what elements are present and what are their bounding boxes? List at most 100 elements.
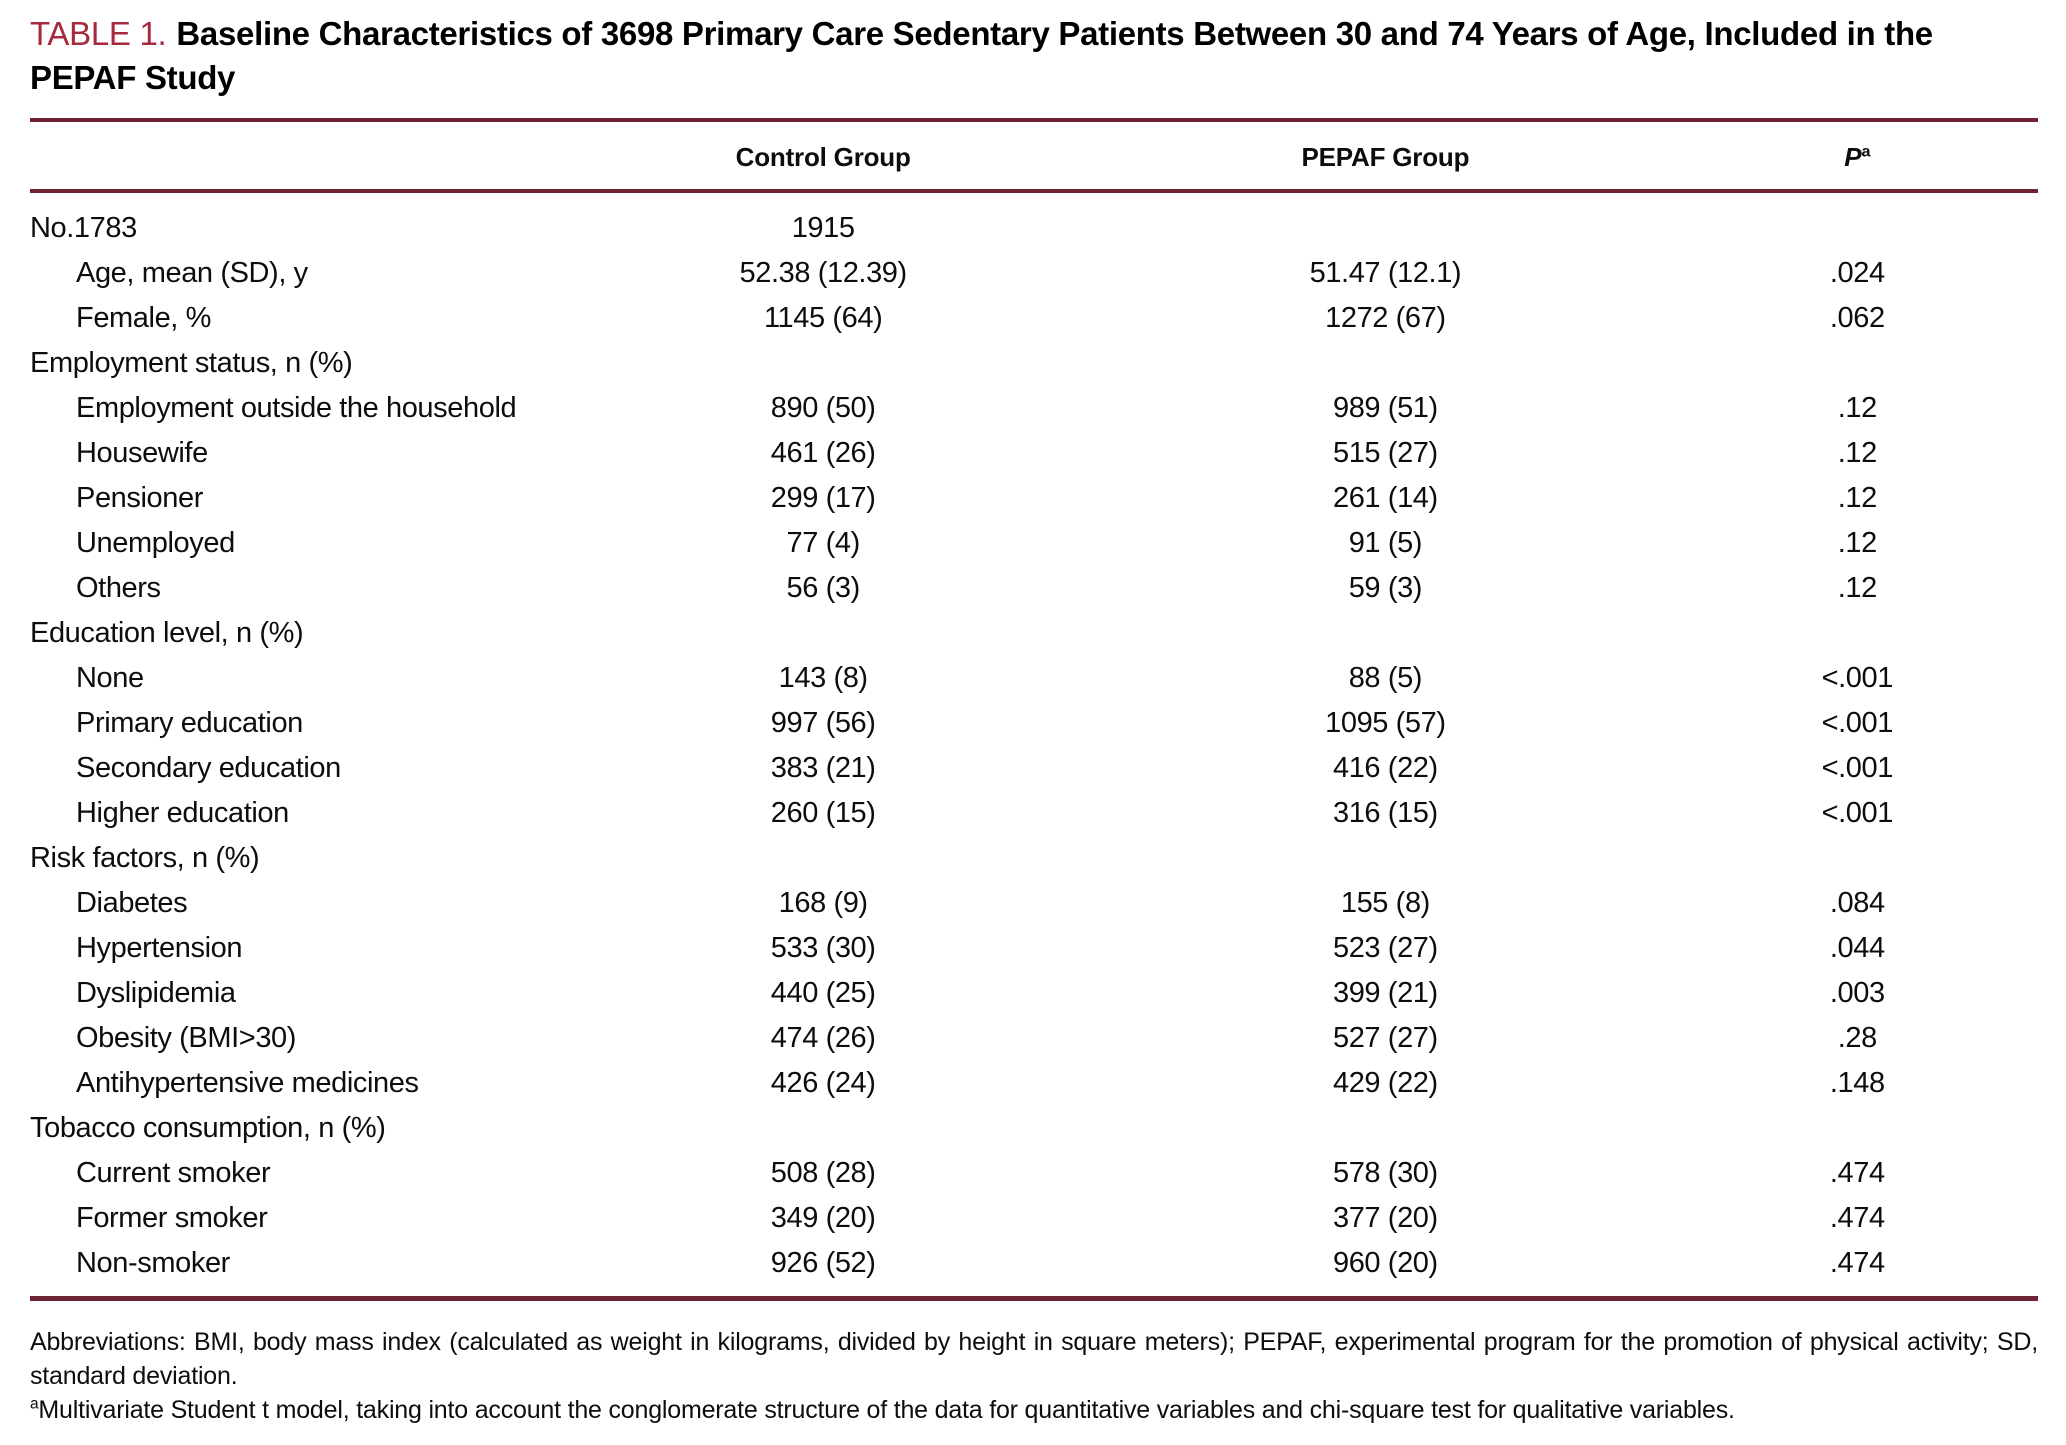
row-label: Higher education	[76, 797, 289, 829]
table-row: Hypertension 533 (30) 523 (27) .044	[30, 926, 2038, 971]
table-row: Primary education 997 (56) 1095 (57) <.0…	[30, 701, 2038, 746]
row-label: Employment outside the household	[76, 392, 517, 424]
row-control-value: 997 (56)	[770, 707, 876, 739]
footnotes: Abbreviations: BMI, body mass index (cal…	[30, 1325, 2038, 1427]
row-label: Former smoker	[76, 1202, 268, 1234]
row-label: Current smoker	[76, 1157, 271, 1189]
row-p-value	[1677, 611, 2038, 656]
row-control-value: 77 (4)	[786, 527, 860, 559]
footnote-a-marker: a	[30, 1395, 39, 1413]
row-p-value	[1677, 1106, 2038, 1151]
row-control-value: 349 (20)	[770, 1202, 876, 1234]
row-label: Antihypertensive medicines	[76, 1067, 419, 1099]
row-pepaf-value	[1094, 611, 1676, 656]
table-row: Obesity (BMI>30) 474 (26) 527 (27) .28	[30, 1016, 2038, 1061]
table-title: TABLE 1. Baseline Characteristics of 3698…	[30, 12, 2025, 100]
p-symbol: P	[1844, 142, 1862, 172]
row-p-value: .003	[1829, 977, 1885, 1009]
col-header-pepaf-group: PEPAF Group	[1301, 142, 1470, 172]
table-row: Current smoker 508 (28) 578 (30) .474	[30, 1151, 2038, 1196]
row-control-value: 168 (9)	[778, 887, 868, 919]
row-control-value: 508 (28)	[770, 1157, 876, 1189]
bottom-rule	[30, 1296, 2038, 1301]
row-pepaf-value: 1095 (57)	[1325, 707, 1446, 739]
row-label: Education level, n (%)	[30, 617, 304, 649]
table-row: None 143 (8) 88 (5) <.001	[30, 656, 2038, 701]
row-control-value: 1145 (64)	[763, 302, 883, 334]
row-pepaf-value: 399 (21)	[1332, 977, 1438, 1009]
footnote-a: aMultivariate Student t model, taking in…	[30, 1393, 2038, 1427]
table-row: Diabetes 168 (9) 155 (8) .084	[30, 881, 2038, 926]
row-pepaf-value	[1094, 836, 1676, 881]
table-row: Non-smoker 926 (52) 960 (20) .474	[30, 1241, 2038, 1286]
row-label: Risk factors, n (%)	[30, 842, 260, 874]
row-pepaf-value: 377 (20)	[1332, 1202, 1438, 1234]
row-p-value: .28	[1837, 1022, 1878, 1054]
row-p-value: .024	[1829, 257, 1885, 289]
row-control-value	[552, 341, 1094, 386]
row-label: Hypertension	[76, 932, 243, 964]
row-label: Non-smoker	[76, 1247, 230, 1279]
row-label: Pensioner	[76, 482, 203, 514]
row-control-value: 299 (17)	[770, 482, 876, 514]
row-p-value: .044	[1829, 932, 1885, 964]
footnote-a-text: Multivariate Student t model, taking int…	[38, 1396, 1735, 1424]
row-label: Unemployed	[76, 527, 235, 559]
p-superscript-a: a	[1861, 142, 1871, 161]
row-p-value	[1677, 836, 2038, 881]
row-label: Tobacco consumption, n (%)	[30, 1112, 386, 1144]
row-pepaf-value: 989 (51)	[1332, 392, 1438, 424]
table-row: Pensioner 299 (17) 261 (14) .12	[30, 476, 2038, 521]
row-label: Others	[76, 572, 161, 604]
row-label: Obesity (BMI>30)	[76, 1022, 297, 1054]
row-pepaf-value: 527 (27)	[1332, 1022, 1438, 1054]
table-row: Employment outside the household 890 (50…	[30, 386, 2038, 431]
header-rule	[30, 189, 2038, 193]
row-p-value: <.001	[1821, 662, 1894, 694]
row-p-value: .148	[1829, 1067, 1885, 1099]
table-row: Employment status, n (%)	[30, 341, 2038, 386]
row-p-value: .084	[1829, 887, 1885, 919]
table-row: Antihypertensive medicines 426 (24) 429 …	[30, 1061, 2038, 1106]
row-control-value: 56 (3)	[786, 572, 860, 604]
row-p-value: <.001	[1821, 797, 1894, 829]
row-p-value: .12	[1837, 572, 1878, 604]
row-p-value: .12	[1837, 392, 1878, 424]
row-label: Employment status, n (%)	[30, 347, 353, 379]
row-pepaf-value: 155 (8)	[1340, 887, 1430, 919]
row-pepaf-value: 515 (27)	[1332, 437, 1438, 469]
row-control-value: 461 (26)	[770, 437, 876, 469]
row-control-value: 890 (50)	[770, 392, 876, 424]
table-header-row: Control Group PEPAF Group Pa	[30, 122, 2038, 189]
table-number-label: TABLE 1.	[30, 15, 167, 52]
col-header-p-value: Pa	[1677, 122, 2038, 189]
row-control-value: 426 (24)	[770, 1067, 876, 1099]
row-pepaf-value	[1094, 341, 1676, 386]
table-row: Female, % 1145 (64) 1272 (67) .062	[30, 296, 2038, 341]
row-pepaf-value: 416 (22)	[1332, 752, 1438, 784]
row-p-value: .12	[1837, 482, 1878, 514]
row-pepaf-value: 523 (27)	[1332, 932, 1438, 964]
row-label: Diabetes	[76, 887, 188, 919]
col-header-stub	[30, 122, 552, 189]
top-rule	[30, 118, 2038, 122]
row-pepaf-value: 59 (3)	[1348, 572, 1423, 604]
table-row: Dyslipidemia 440 (25) 399 (21) .003	[30, 971, 2038, 1016]
row-control-value: 440 (25)	[770, 977, 876, 1009]
row-p-value: .474	[1829, 1247, 1885, 1279]
row-label: Housewife	[76, 437, 208, 469]
row-pepaf-value: 51.47 (12.1)	[1309, 257, 1462, 289]
row-pepaf-value: 1272 (67)	[1325, 302, 1446, 334]
row-pepaf-value: 578 (30)	[1332, 1157, 1438, 1189]
row-p-value	[1677, 206, 2038, 251]
row-pepaf-value: 316 (15)	[1332, 797, 1438, 829]
row-pepaf-value: 261 (14)	[1332, 482, 1438, 514]
row-p-value: .474	[1829, 1202, 1885, 1234]
table-row: Others 56 (3) 59 (3) .12	[30, 566, 2038, 611]
table-row: Housewife 461 (26) 515 (27) .12	[30, 431, 2038, 476]
row-label: Secondary education	[76, 752, 341, 784]
row-p-value: .474	[1829, 1157, 1885, 1189]
row-pepaf-value: 429 (22)	[1332, 1067, 1438, 1099]
row-label: None	[76, 662, 144, 694]
